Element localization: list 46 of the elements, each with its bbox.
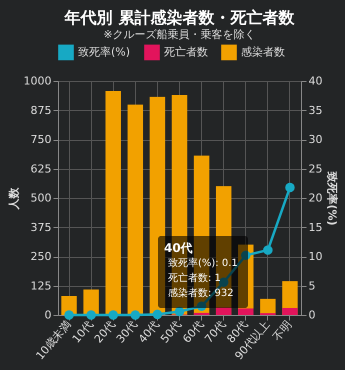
- annotation: 致死率(%): 0.1: [168, 257, 238, 269]
- y2-tick-label: 15: [308, 220, 322, 234]
- y-tick-label: 125: [30, 279, 52, 292]
- y-tick-label: 500: [30, 192, 52, 204]
- bar: [282, 308, 298, 315]
- y-tick-label: 750: [30, 133, 52, 146]
- legend-label: 致死率(%): [78, 45, 130, 58]
- point: [174, 306, 184, 316]
- y2-tick-label: 40: [308, 74, 322, 88]
- y-tick-label: 1000: [24, 74, 52, 88]
- point: [86, 310, 96, 320]
- chart-title: 年代別 累計感染者数・死亡者数: [64, 8, 296, 27]
- bar: [150, 96, 166, 315]
- point: [64, 310, 74, 320]
- bar: [216, 308, 232, 315]
- y-tick-label: 625: [30, 162, 52, 176]
- legend-label: 感染者数: [241, 45, 285, 58]
- point: [263, 245, 273, 255]
- y2-tick-label: 20: [308, 192, 322, 204]
- y2-tick-label: 30: [308, 133, 322, 146]
- point: [241, 250, 251, 260]
- y2-tick-label: 25: [308, 162, 322, 176]
- point: [218, 278, 228, 287]
- y2-axis-title: 致死率(%): [325, 170, 338, 226]
- point: [285, 182, 295, 192]
- y-tick-label: 250: [30, 250, 52, 263]
- y-tick-label: 875: [30, 104, 52, 117]
- y-tick-label: 375: [30, 220, 52, 234]
- bar: [238, 308, 254, 315]
- y2-tick-label: 5: [308, 279, 316, 292]
- legend-label: 死亡者数: [164, 45, 208, 58]
- point: [196, 301, 206, 311]
- y2-tick-label: 35: [308, 104, 322, 117]
- annotation: 感染者数: 932: [168, 287, 234, 299]
- annotation: 死亡者数: 1: [168, 272, 221, 284]
- point: [152, 310, 162, 320]
- y-axis-title: 人数: [8, 186, 21, 210]
- bar: [105, 91, 121, 315]
- x-tick-label: 不明: [270, 318, 295, 344]
- point: [108, 310, 118, 320]
- chart-subtitle: ※クルーズ船乗員・乗客を除く: [103, 28, 256, 41]
- y2-tick-label: 10: [308, 250, 322, 263]
- y2-tick-label: 0: [308, 308, 316, 322]
- bar: [128, 104, 144, 315]
- point: [130, 310, 140, 320]
- annotation: 40代: [164, 241, 193, 255]
